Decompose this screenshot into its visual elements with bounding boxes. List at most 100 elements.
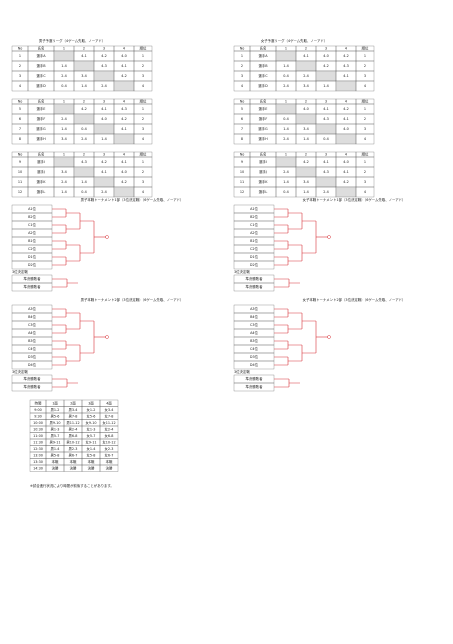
- table-cell: 0-4: [283, 117, 289, 121]
- header-cell: 3: [103, 100, 105, 104]
- header-cell: 順位: [362, 152, 369, 157]
- entry: D3位: [250, 354, 259, 359]
- header-cell: No: [18, 100, 23, 104]
- table-cell: 4-0: [121, 54, 127, 58]
- entry: C2位: [250, 246, 259, 251]
- header-cell: 氏名: [260, 46, 267, 51]
- schedule-cell: 9:00: [34, 408, 42, 412]
- schedule-cell: 13:00: [33, 453, 43, 457]
- table-cell: 4: [142, 84, 144, 88]
- table-cell: 選手J: [37, 169, 45, 174]
- table-cell: 選手A: [36, 53, 46, 58]
- table-cell: 4-1: [343, 74, 349, 78]
- table-cell: 選手E: [259, 106, 268, 111]
- table-cell: 3: [364, 127, 366, 131]
- header-cell: 3: [325, 47, 327, 51]
- table-cell: 3-4: [303, 127, 309, 131]
- header-cell: 4: [345, 100, 347, 104]
- table-cell: 3: [241, 74, 243, 78]
- table-cell: 2-4: [283, 137, 289, 141]
- table-cell: 4-2: [121, 117, 127, 121]
- table-cell: 5: [241, 107, 243, 111]
- table-cell: 2: [364, 170, 366, 174]
- table-cell: 4-0: [303, 107, 309, 111]
- table-cell: 10: [240, 170, 244, 174]
- bracket-line: [52, 340, 67, 350]
- table-cell: 4-1: [323, 160, 329, 164]
- entry: 準決勝敗者: [246, 284, 264, 289]
- table-cell: 1-4: [61, 127, 67, 131]
- table-cell: 4-0: [343, 127, 349, 131]
- bracket-line: [52, 278, 78, 288]
- table-cell: 1-4: [283, 64, 289, 68]
- cell: [315, 123, 337, 135]
- header-cell: 1: [285, 100, 287, 104]
- table-cell: 3: [142, 74, 144, 78]
- cell: [113, 80, 135, 92]
- table-cell: 3: [364, 74, 366, 78]
- table-cell: 12: [18, 190, 22, 194]
- table-cell: 4-2: [343, 107, 349, 111]
- table-cell: 4-2: [101, 160, 107, 164]
- table-cell: 4-0: [343, 160, 349, 164]
- bracket-line: [274, 256, 289, 266]
- cell: [113, 186, 135, 198]
- table-cell: 4-3: [323, 170, 329, 174]
- header-cell: 氏名: [38, 99, 45, 104]
- schedule-cell: 男5-7: [51, 433, 60, 438]
- table-cell: 4-1: [303, 54, 309, 58]
- bracket-line: [288, 244, 303, 262]
- table-cell: 8: [19, 137, 21, 141]
- table-cell: 4-2: [81, 107, 87, 111]
- third-title: 3位決定戦: [12, 269, 28, 274]
- entry: D1位: [28, 254, 37, 259]
- table-cell: 4-1: [81, 54, 87, 58]
- bracket-line: [52, 240, 67, 250]
- table-cell: 4: [364, 190, 366, 194]
- table-cell: 4: [142, 137, 144, 141]
- entry: A1位: [250, 206, 258, 211]
- table-cell: 選手H: [258, 136, 268, 141]
- entry: D3位: [28, 354, 37, 359]
- table-cell: 4-3: [343, 64, 349, 68]
- third-title: 3位決定戦: [234, 369, 250, 374]
- table-cell: 7: [241, 127, 243, 131]
- table-cell: 1-4: [303, 190, 309, 194]
- header-cell: 4: [123, 153, 125, 157]
- winner-mark: [327, 235, 331, 239]
- table-cell: 4-1: [101, 107, 107, 111]
- table-cell: 3-4: [61, 170, 67, 174]
- table-cell: 1-4: [101, 137, 107, 141]
- table-cell: 選手E: [37, 106, 46, 111]
- entry: C3位: [250, 322, 259, 327]
- table-cell: 4-0: [121, 170, 127, 174]
- entry: B1位: [250, 238, 258, 243]
- entry: 準決勝敗者: [24, 384, 42, 389]
- table-cell: 2: [142, 64, 144, 68]
- table-cell: 4: [19, 84, 21, 88]
- header-cell: No: [18, 153, 23, 157]
- table-cell: 0-4: [81, 190, 87, 194]
- table-cell: 1: [241, 54, 243, 58]
- table-cell: 3-4: [81, 74, 87, 78]
- cell: [335, 133, 357, 145]
- table-cell: 1: [142, 160, 144, 164]
- note: ※試合進行状況により時間が前後することがあります。: [30, 483, 114, 488]
- table-cell: 1-4: [81, 84, 87, 88]
- table-cell: 選手K: [258, 179, 268, 184]
- table-cell: 4-3: [121, 107, 127, 111]
- cell: [275, 50, 297, 62]
- table-cell: 1: [364, 54, 366, 58]
- cell: [113, 133, 135, 145]
- header-cell: 3: [325, 100, 327, 104]
- table-cell: 2-4: [61, 74, 67, 78]
- entry: 準決勝敗者: [246, 276, 264, 281]
- entry: B4位: [28, 314, 36, 319]
- table-cell: 選手G: [36, 126, 46, 131]
- bracket-line: [288, 312, 303, 330]
- entry: B2位: [250, 214, 258, 219]
- table-cell: 4-2: [343, 54, 349, 58]
- schedule-cell: 女5-7: [87, 433, 96, 438]
- schedule-cell: 男9-10: [49, 420, 60, 425]
- table-cell: 1: [142, 54, 144, 58]
